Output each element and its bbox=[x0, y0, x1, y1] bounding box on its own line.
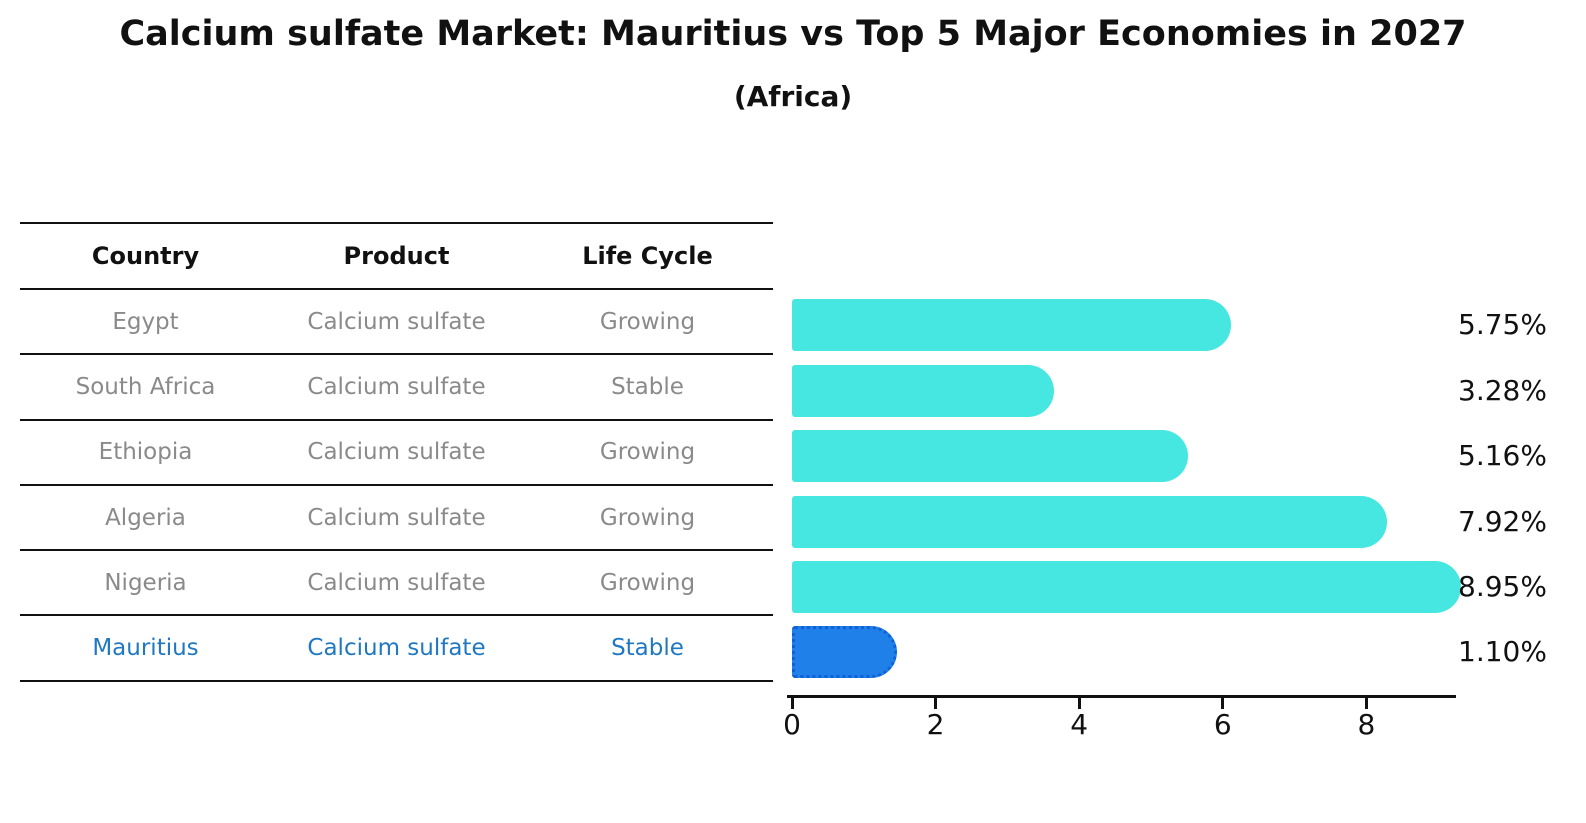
bar-south-africa bbox=[792, 364, 1054, 417]
value-label-ethiopia: 5.16% bbox=[1458, 439, 1547, 473]
x-axis-tick-label-0: 0 bbox=[783, 708, 801, 741]
cell-life_cycle-nigeria: Growing bbox=[599, 569, 696, 596]
value-label-mauritius: 1.10% bbox=[1458, 635, 1547, 669]
cell-product-mauritius: Calcium sulfate bbox=[307, 635, 486, 662]
table-header-row: Country Product Life Cycle bbox=[20, 224, 773, 290]
x-axis-tick-0 bbox=[790, 697, 794, 709]
x-axis-tick-label-4: 4 bbox=[1070, 708, 1089, 741]
x-axis-tick-6 bbox=[1221, 697, 1225, 709]
header-cell-product: Product bbox=[343, 242, 450, 270]
bar-ethiopia bbox=[792, 430, 1189, 483]
page-title: Calcium sulfate Market: Mauritius vs Top… bbox=[119, 14, 1467, 54]
table-row-algeria: Algeria Calcium sulfate Growing bbox=[20, 486, 773, 552]
bar-egypt bbox=[792, 299, 1231, 352]
page-subtitle: (Africa) bbox=[733, 80, 853, 113]
bar-mauritius bbox=[792, 626, 897, 679]
table-row-south-africa: South Africa Calcium sulfate Stable bbox=[20, 355, 773, 421]
header-cell-life-cycle: Life Cycle bbox=[582, 242, 713, 270]
cell-life_cycle-egypt: Growing bbox=[599, 308, 696, 335]
value-label-egypt: 5.75% bbox=[1458, 308, 1547, 342]
x-axis-line bbox=[787, 695, 1456, 698]
cell-life_cycle-ethiopia: Growing bbox=[599, 439, 696, 466]
cell-country-ethiopia: Ethiopia bbox=[98, 439, 193, 466]
x-axis-tick-label-8: 8 bbox=[1357, 708, 1376, 741]
value-label-nigeria: 8.95% bbox=[1458, 570, 1547, 603]
bar-nigeria bbox=[792, 561, 1461, 613]
table-row-egypt: Egypt Calcium sulfate Growing bbox=[20, 290, 773, 356]
cell-life_cycle-south-africa: Stable bbox=[611, 373, 684, 400]
cell-country-mauritius: Mauritius bbox=[92, 635, 199, 662]
value-label-algeria: 7.92% bbox=[1458, 504, 1547, 538]
x-axis-tick-2 bbox=[934, 697, 938, 709]
value-label-south-africa: 3.28% bbox=[1458, 373, 1547, 407]
cell-product-ethiopia: Calcium sulfate bbox=[307, 439, 486, 466]
cell-life_cycle-algeria: Growing bbox=[599, 504, 696, 531]
comparison-table: Country Product Life Cycle Egypt Calcium sul… bbox=[20, 222, 773, 682]
x-axis-tick-label-6: 6 bbox=[1213, 708, 1232, 741]
cell-country-algeria: Algeria bbox=[105, 504, 186, 531]
table-row-nigeria: Nigeria Calcium sulfate Growing bbox=[20, 551, 773, 617]
x-axis-tick-8 bbox=[1364, 697, 1368, 709]
cell-life_cycle-mauritius: Stable bbox=[611, 635, 684, 662]
cell-product-nigeria: Calcium sulfate bbox=[307, 569, 486, 596]
cell-country-nigeria: Nigeria bbox=[104, 569, 187, 596]
x-axis-tick-label-2: 2 bbox=[926, 708, 945, 741]
table-row-ethiopia: Ethiopia Calcium sulfate Growing bbox=[20, 421, 773, 486]
bar-algeria bbox=[792, 495, 1387, 548]
cell-product-algeria: Calcium sulfate bbox=[307, 504, 486, 531]
table-row-mauritius: Mauritius Calcium sulfate Stable bbox=[20, 616, 773, 682]
header-cell-country: Country bbox=[91, 242, 200, 270]
cell-product-egypt: Calcium sulfate bbox=[307, 308, 486, 335]
x-axis-tick-4 bbox=[1077, 697, 1081, 709]
cell-country-south-africa: South Africa bbox=[75, 373, 216, 400]
cell-country-egypt: Egypt bbox=[112, 308, 179, 335]
cell-product-south-africa: Calcium sulfate bbox=[307, 373, 486, 400]
